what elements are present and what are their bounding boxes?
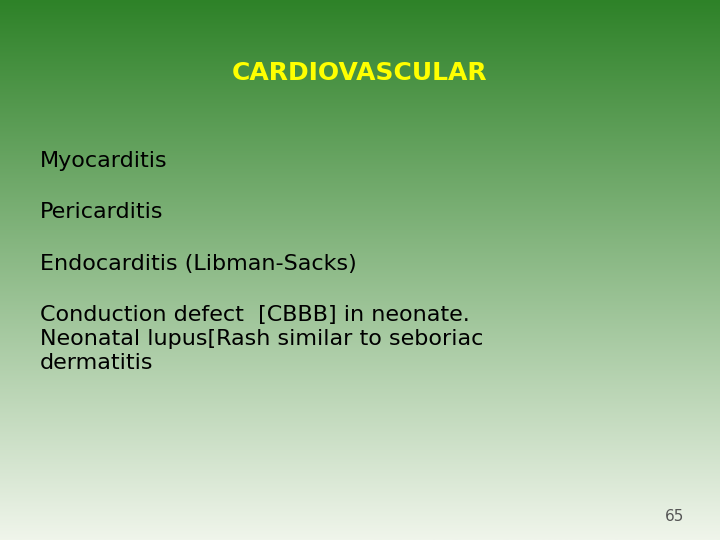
Text: CARDIOVASCULAR: CARDIOVASCULAR: [232, 61, 488, 85]
Text: 65: 65: [665, 509, 684, 524]
Text: Conduction defect  [CBBB] in neonate.
Neonatal lupus[Rash similar to seboriac
de: Conduction defect [CBBB] in neonate. Neo…: [40, 305, 483, 373]
Text: Endocarditis (Libman-Sacks): Endocarditis (Libman-Sacks): [40, 254, 356, 274]
Text: Myocarditis: Myocarditis: [40, 151, 167, 171]
Text: Pericarditis: Pericarditis: [40, 202, 163, 222]
